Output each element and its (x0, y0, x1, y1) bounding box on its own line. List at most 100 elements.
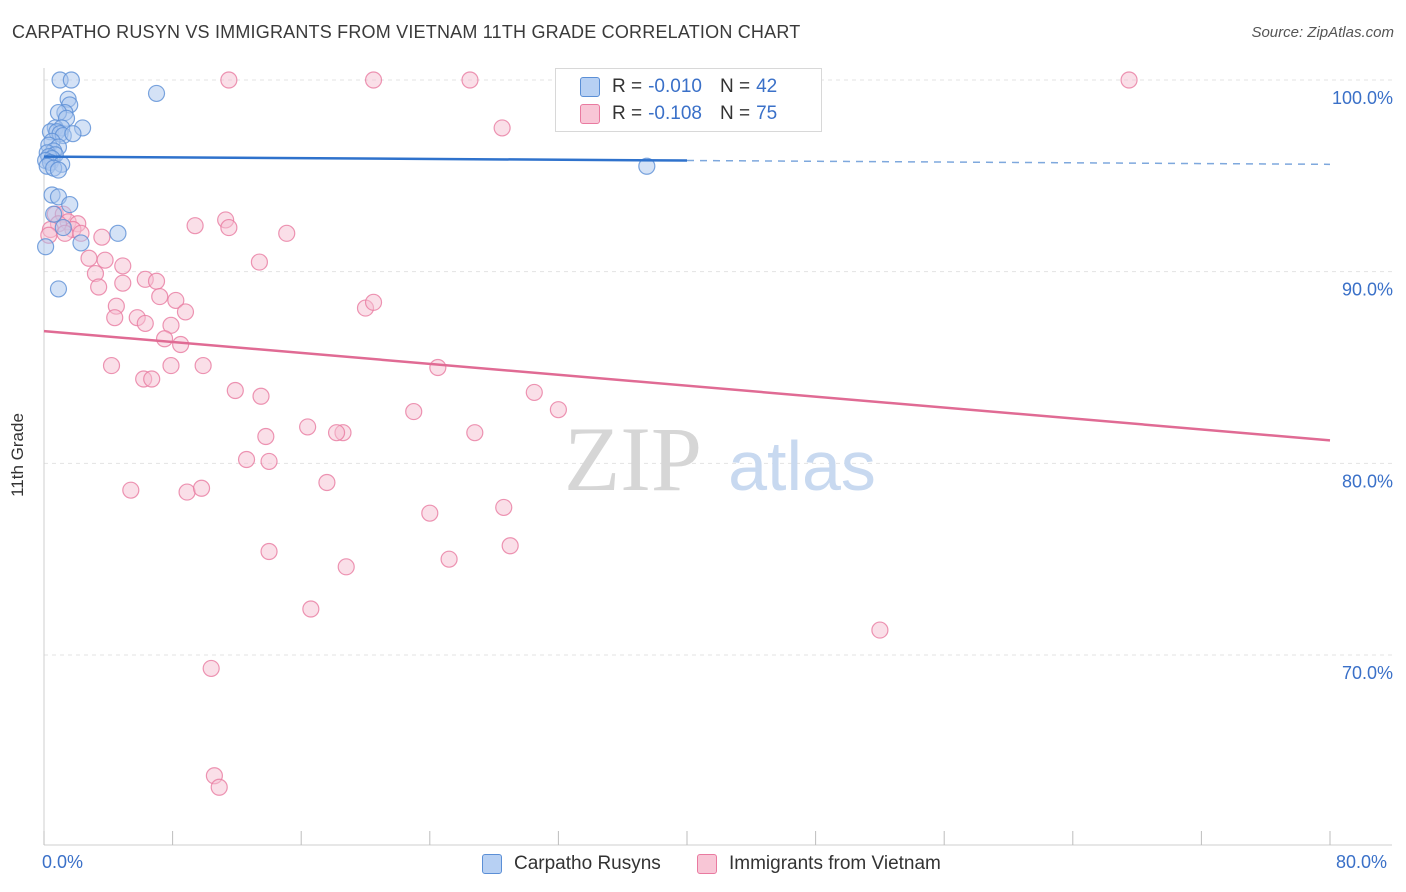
point-immigrants-from-vietnam (192, 479, 211, 497)
point-immigrants-from-vietnam (155, 330, 174, 348)
legend-row-immigrants-from-vietnam: R = -0.108 N = 75 (580, 101, 777, 127)
point-immigrants-from-vietnam (220, 71, 238, 89)
source-label: Source: ZipAtlas.com (1251, 24, 1394, 41)
legend-swatch-pink (697, 854, 717, 874)
watermark: ZIP atlas (564, 408, 876, 510)
point-immigrants-from-vietnam (167, 291, 185, 310)
point-immigrants-from-vietnam (147, 272, 166, 290)
legend-row-carpatho-rusyns: R = -0.010 N = 42 (580, 74, 777, 100)
trend-line-carpatho-rusyns (43, 155, 688, 162)
point-immigrants-from-vietnam (151, 287, 169, 306)
point-immigrants-from-vietnam (178, 483, 196, 501)
point-immigrants-from-vietnam (440, 550, 458, 568)
n-label: N = (719, 103, 751, 124)
point-immigrants-from-vietnam (237, 450, 256, 469)
point-immigrants-from-vietnam (299, 418, 317, 436)
x-tick-label-max: 80.0% (1336, 852, 1388, 872)
point-carpatho-rusyns (64, 125, 82, 143)
point-immigrants-from-vietnam (302, 600, 320, 618)
point-immigrants-from-vietnam (226, 381, 244, 400)
point-carpatho-rusyns (49, 280, 68, 298)
point-immigrants-from-vietnam (260, 452, 278, 471)
point-immigrants-from-vietnam (172, 335, 190, 354)
point-immigrants-from-vietnam (106, 309, 124, 327)
point-immigrants-from-vietnam (143, 370, 161, 388)
point-immigrants-from-vietnam (122, 481, 140, 499)
trend-line-carpatho-rusyns-extension (686, 159, 1331, 166)
point-immigrants-from-vietnam (194, 356, 212, 375)
point-carpatho-rusyns (109, 224, 127, 242)
point-carpatho-rusyns (61, 195, 79, 214)
bottom-legend-carpatho-rusyns[interactable]: Carpatho Rusyns (482, 852, 661, 876)
r-label: R = (612, 103, 643, 124)
point-immigrants-from-vietnam (250, 253, 269, 271)
y-tick-labels: 100.0% 90.0% 80.0% 70.0% (1332, 88, 1393, 683)
point-immigrants-from-vietnam (202, 659, 220, 678)
point-immigrants-from-vietnam (405, 402, 423, 421)
point-carpatho-rusyns (45, 205, 63, 223)
point-carpatho-rusyns (62, 71, 80, 89)
r-label: R = (612, 76, 643, 97)
series-immigrants-from-vietnam-points (40, 71, 1138, 796)
point-immigrants-from-vietnam (176, 303, 195, 321)
point-immigrants-from-vietnam (96, 251, 114, 269)
point-immigrants-from-vietnam (252, 387, 270, 405)
axes (43, 68, 1392, 846)
point-immigrants-from-vietnam (90, 278, 108, 296)
point-immigrants-from-vietnam (102, 356, 121, 375)
y-tick-label: 90.0% (1342, 280, 1393, 300)
point-immigrants-from-vietnam (871, 621, 889, 639)
y-tick-label: 80.0% (1342, 471, 1393, 491)
r-value: -0.010 (648, 76, 702, 97)
point-immigrants-from-vietnam (278, 224, 296, 242)
point-immigrants-from-vietnam (136, 314, 154, 333)
point-immigrants-from-vietnam (364, 71, 383, 89)
point-immigrants-from-vietnam (114, 274, 132, 292)
point-immigrants-from-vietnam (493, 119, 511, 137)
point-carpatho-rusyns (54, 218, 72, 237)
point-immigrants-from-vietnam (525, 383, 543, 402)
point-immigrants-from-vietnam (337, 558, 355, 576)
n-label: N = (719, 76, 751, 97)
point-immigrants-from-vietnam (260, 542, 278, 561)
y-tick-label: 70.0% (1342, 663, 1393, 683)
legend-label: Immigrants from Vietnam (729, 853, 941, 874)
grid-lines (44, 79, 1392, 656)
point-immigrants-from-vietnam (186, 217, 204, 235)
y-tick-label: 100.0% (1332, 88, 1393, 108)
point-immigrants-from-vietnam (495, 498, 513, 517)
watermark-atlas: atlas (728, 427, 876, 505)
point-carpatho-rusyns (638, 157, 656, 175)
point-carpatho-rusyns (37, 238, 55, 256)
point-immigrants-from-vietnam (461, 71, 479, 89)
point-immigrants-from-vietnam (114, 257, 132, 275)
watermark-zip: ZIP (564, 408, 702, 510)
legend-swatch-pink (580, 104, 600, 124)
x-tick-label-min: 0.0% (42, 852, 84, 872)
r-value: -0.108 (648, 103, 702, 124)
point-immigrants-from-vietnam (162, 356, 180, 375)
trend-line-immigrants-from-vietnam (43, 329, 1331, 442)
point-immigrants-from-vietnam (1120, 71, 1138, 89)
n-value: 42 (756, 76, 778, 97)
point-immigrants-from-vietnam (364, 293, 383, 311)
legend-swatch-blue (580, 77, 600, 97)
bottom-legend-immigrants-from-vietnam[interactable]: Immigrants from Vietnam (697, 852, 941, 876)
point-carpatho-rusyns (49, 161, 68, 179)
point-immigrants-from-vietnam (257, 427, 275, 446)
point-immigrants-from-vietnam (80, 249, 98, 267)
n-value: 75 (756, 103, 778, 124)
point-immigrants-from-vietnam (429, 358, 447, 377)
point-immigrants-from-vietnam (93, 228, 111, 246)
point-carpatho-rusyns (72, 234, 90, 252)
stats-legend: R = -0.010 N = 42 R = -0.108 N = 75 (555, 68, 822, 132)
point-immigrants-from-vietnam (327, 424, 346, 442)
point-immigrants-from-vietnam (220, 218, 238, 237)
point-immigrants-from-vietnam (501, 537, 519, 555)
point-immigrants-from-vietnam (549, 401, 568, 419)
legend-swatch-blue (482, 854, 502, 874)
trend-lines (43, 155, 1331, 442)
point-immigrants-from-vietnam (318, 473, 336, 492)
y-axis-label: 11th Grade (8, 413, 27, 497)
